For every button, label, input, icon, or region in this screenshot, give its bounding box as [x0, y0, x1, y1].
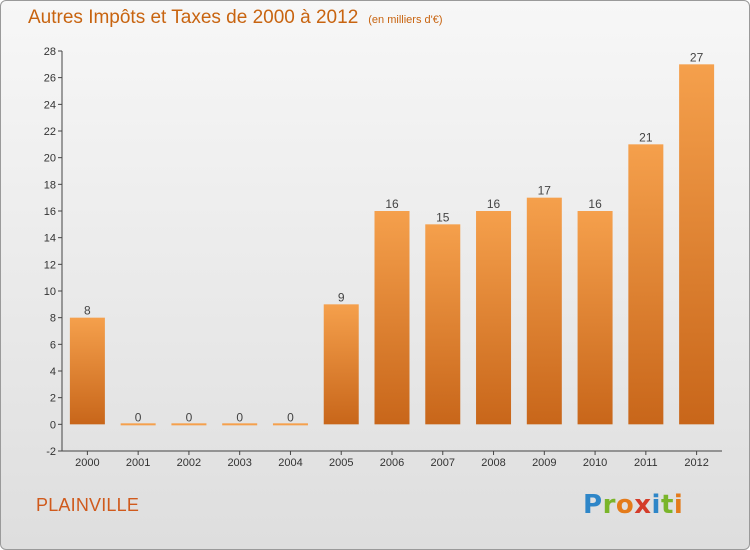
bar-value-label: 16 — [588, 197, 602, 211]
y-tick-label: 18 — [44, 179, 56, 191]
bar — [374, 211, 410, 425]
x-tick-label: 2011 — [634, 457, 658, 469]
bar-value-label: 0 — [236, 410, 243, 424]
bar — [476, 211, 512, 425]
x-tick-label: 2010 — [583, 457, 607, 469]
bar-value-label: 21 — [639, 130, 653, 144]
bar — [120, 423, 156, 426]
x-tick-label: 2004 — [278, 457, 302, 469]
logo-letter: x — [634, 490, 652, 520]
bar-value-label: 0 — [287, 410, 294, 424]
y-tick-label: 24 — [44, 99, 56, 111]
bar-value-label: 9 — [338, 290, 345, 304]
bar-value-label: 8 — [84, 304, 91, 318]
bar — [69, 317, 105, 425]
y-tick-label: 8 — [50, 313, 56, 325]
bar — [323, 304, 359, 425]
bar — [577, 211, 613, 425]
y-tick-label: 14 — [44, 233, 56, 245]
y-tick-label: -2 — [46, 446, 56, 458]
y-tick-label: 6 — [50, 339, 56, 351]
bar — [272, 423, 308, 426]
bar-value-label: 0 — [186, 410, 193, 424]
y-tick-label: 20 — [44, 153, 56, 165]
bar-value-label: 16 — [385, 197, 399, 211]
chart-title-unit: (en milliers d'€) — [368, 14, 443, 26]
bar-value-label: 0 — [135, 410, 142, 424]
logo-letter: t — [660, 490, 674, 520]
bar — [526, 197, 562, 425]
logo-letter: o — [615, 490, 635, 520]
bar — [171, 423, 207, 426]
logo-letter: i — [673, 490, 684, 520]
y-tick-label: 2 — [50, 393, 56, 405]
x-tick-label: 2009 — [532, 457, 556, 469]
y-tick-label: 12 — [44, 259, 56, 271]
chart-title: Autres Impôts et Taxes de 2000 à 2012 (en… — [28, 7, 443, 29]
y-tick-label: 4 — [50, 366, 56, 378]
x-tick-label: 2007 — [431, 457, 455, 469]
bar-value-label: 27 — [690, 50, 704, 64]
bar-value-label: 16 — [487, 197, 501, 211]
proxiti-logo: Proxiti — [583, 490, 683, 520]
chart-title-main: Autres Impôts et Taxes de 2000 à 2012 — [28, 7, 359, 28]
x-tick-label: 2006 — [380, 457, 404, 469]
bar — [628, 144, 664, 425]
x-tick-label: 2008 — [481, 457, 505, 469]
y-tick-label: 28 — [44, 46, 56, 58]
logo-letter: i — [651, 490, 661, 520]
bar-value-label: 17 — [538, 184, 552, 198]
y-tick-label: 0 — [50, 419, 56, 431]
y-tick-label: 16 — [44, 206, 56, 218]
bar — [425, 224, 461, 425]
logo-letter: r — [602, 490, 616, 520]
bar — [222, 423, 258, 426]
x-tick-label: 2003 — [227, 457, 251, 469]
x-tick-label: 2005 — [329, 457, 353, 469]
y-tick-label: 22 — [44, 126, 56, 138]
x-tick-label: 2002 — [177, 457, 201, 469]
x-tick-label: 2012 — [684, 457, 708, 469]
commune-name: PLAINVILLE — [36, 495, 140, 515]
logo-letter: P — [583, 490, 603, 520]
x-tick-label: 2000 — [75, 457, 99, 469]
bar-value-label: 15 — [436, 210, 450, 224]
y-tick-label: 10 — [44, 286, 56, 298]
y-tick-label: 26 — [44, 73, 56, 85]
bar — [679, 64, 715, 425]
x-tick-label: 2001 — [126, 457, 150, 469]
